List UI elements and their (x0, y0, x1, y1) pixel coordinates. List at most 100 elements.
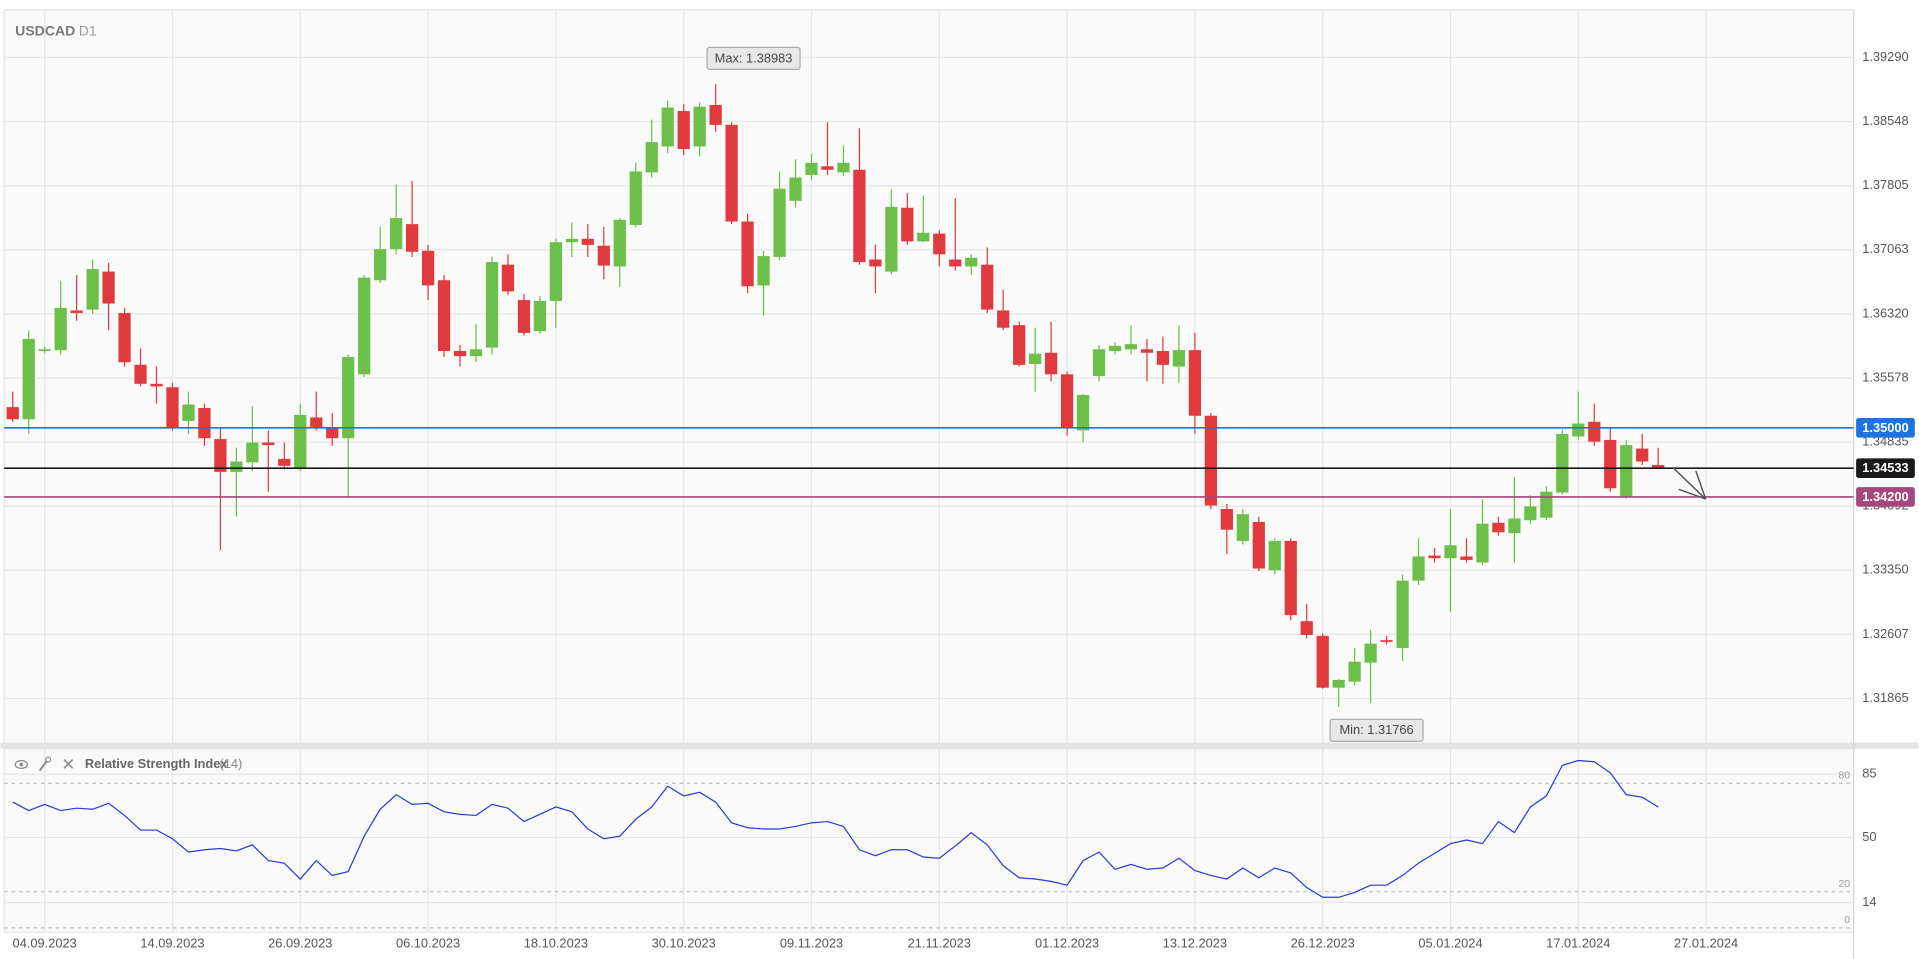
indicator-params: (14) (219, 756, 242, 771)
indicator-pane (3, 747, 1855, 933)
candle-body (22, 338, 35, 420)
candle-body (1476, 523, 1489, 563)
candle-body (597, 245, 610, 266)
candle-body (725, 124, 738, 222)
candle-body (1172, 350, 1186, 367)
candle-body (1604, 439, 1617, 489)
candle-body (1332, 679, 1345, 688)
x-tick-label: 30.10.2023 (652, 936, 716, 951)
candle-body (581, 238, 594, 245)
x-tick-label: 14.09.2023 (140, 936, 204, 951)
candle-body (1524, 506, 1537, 521)
y-tick-label: 1.37063 (1862, 241, 1908, 256)
candle-body (1076, 395, 1090, 431)
indicator-title: Relative Strength Index (85, 756, 228, 771)
candle-body (549, 242, 563, 301)
rsi-tick-label: 14 (1862, 894, 1876, 909)
candle-body (1428, 555, 1441, 559)
y-tick-label: 1.38548 (1862, 113, 1908, 128)
candle-body (1412, 556, 1425, 581)
candle-body (1188, 350, 1202, 416)
y-tick-label: 1.33350 (1862, 562, 1908, 577)
candle-body (1444, 545, 1457, 559)
grid: 04.09.2023 14.09.2023 26.09.2023 06.10.2023… (4, 9, 1909, 951)
candle-body (1396, 580, 1409, 648)
candle-body (342, 357, 355, 439)
rsi-level-label: 80 (1838, 771, 1850, 782)
candle-body (485, 262, 499, 348)
candle-body (150, 383, 163, 387)
candle-body (262, 442, 275, 446)
y-tick-label: 1.37805 (1862, 177, 1908, 192)
annotation-box (1329, 718, 1424, 742)
settings-icon[interactable] (38, 756, 52, 772)
candle-body (1236, 514, 1249, 541)
candle-body (981, 264, 994, 310)
rsi-tick-label: 50 (1862, 829, 1876, 844)
candle-body (821, 166, 834, 170)
candle-body (246, 442, 259, 463)
candle-body (421, 250, 435, 286)
price-label-box (1856, 458, 1915, 478)
candle-body (1204, 415, 1217, 506)
candle-body (1220, 508, 1233, 530)
candle-body (358, 277, 371, 375)
close-icon[interactable] (63, 759, 74, 769)
y-tick-label: 1.35578 (1862, 369, 1908, 384)
candle-body (709, 104, 722, 125)
candle-body (1156, 351, 1170, 365)
candle-body (86, 269, 99, 310)
x-tick-label: 26.12.2023 (1291, 936, 1355, 951)
candle-body (997, 310, 1010, 328)
x-tick-label: 04.09.2023 (13, 936, 77, 951)
y-tick-label: 1.32607 (1862, 626, 1908, 641)
plot (6, 84, 1665, 898)
candle-body (102, 271, 115, 304)
candle-body (757, 256, 770, 286)
candle-body (1620, 445, 1633, 497)
candle-body (453, 351, 467, 357)
pane-separator[interactable] (0, 742, 1919, 749)
candle-body (965, 257, 978, 267)
price-pane (3, 9, 1855, 745)
candle-body (949, 259, 962, 267)
candle-body (294, 414, 307, 469)
annotation-text: Max: 1.38983 (715, 50, 793, 65)
x-tick-label: 06.10.2023 (396, 936, 460, 951)
candle-body (1124, 344, 1138, 350)
candle-body (405, 224, 419, 252)
candle-body (326, 427, 339, 439)
rsi-level-label: 0 (1844, 915, 1850, 926)
candle-body (1060, 374, 1074, 428)
x-tick-label: 17.01.2024 (1546, 936, 1610, 951)
candle-body (853, 169, 866, 263)
price-label: 1.34200 (1862, 489, 1908, 504)
candle-body (869, 259, 882, 267)
candle-body (1556, 433, 1569, 493)
candle-body (629, 171, 642, 225)
eye-icon[interactable] (14, 759, 29, 770)
candle-body (1092, 349, 1106, 377)
candle-body (214, 439, 227, 472)
rsi-line (12, 759, 1659, 898)
rsi-level-label: 20 (1838, 879, 1850, 890)
candle-body (1013, 325, 1026, 365)
candle-body (469, 349, 483, 357)
price-label-box (1856, 418, 1915, 438)
rsi-tick-label: 85 (1862, 766, 1876, 781)
candle-body (1364, 643, 1377, 663)
x-tick-label: 13.12.2023 (1163, 936, 1227, 951)
candle-body (693, 106, 706, 147)
candle-body (198, 407, 211, 439)
x-tick-label: 01.12.2023 (1035, 936, 1099, 951)
candle-body (1140, 349, 1154, 353)
candle-body (278, 458, 291, 466)
y-tick-label: 1.39290 (1862, 49, 1908, 64)
candle-body (533, 300, 547, 332)
y-tick-label: 1.31865 (1862, 690, 1908, 705)
candle-body (613, 219, 626, 267)
candle-body (741, 221, 754, 287)
drawn-arrow[interactable] (1672, 466, 1707, 500)
candle-body (1252, 521, 1265, 569)
timeframe[interactable]: D1 (79, 23, 97, 39)
